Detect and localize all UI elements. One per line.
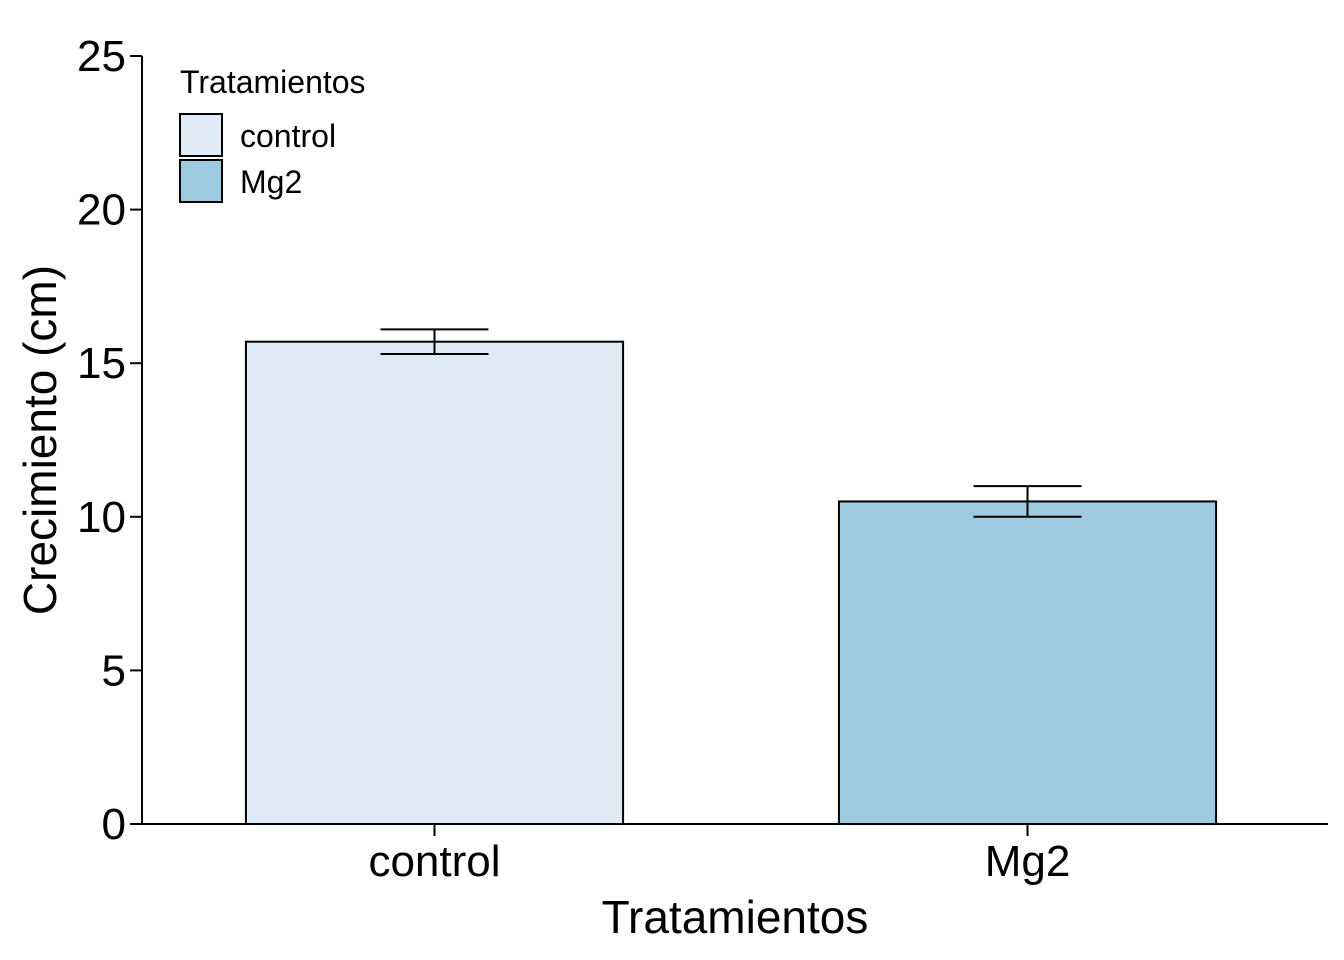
error-bars xyxy=(380,328,1082,518)
error-bar-mg2 xyxy=(973,485,1082,518)
y-tick-label: 0 xyxy=(102,800,126,849)
y-axis-ticks: 0 5 10 15 20 25 xyxy=(77,32,142,849)
bar-mg2 xyxy=(837,500,1218,825)
y-tick-label: 20 xyxy=(77,186,126,235)
bars xyxy=(244,340,1218,825)
y-axis-title: Crecimiento (cm) xyxy=(14,265,66,615)
legend: Tratamientos control Mg2 xyxy=(179,64,366,203)
y-tick-label: 15 xyxy=(77,339,126,388)
bar-control xyxy=(244,340,625,825)
x-tick-label: Mg2 xyxy=(985,837,1071,886)
legend-key-mg2 xyxy=(179,159,223,203)
x-tick-label: control xyxy=(368,837,500,886)
error-bar-control xyxy=(380,328,489,355)
y-tick-label: 25 xyxy=(77,32,126,81)
x-axis-ticks: control Mg2 xyxy=(368,824,1070,886)
legend-key-control xyxy=(179,113,223,157)
x-axis-title: Tratamientos xyxy=(602,891,869,943)
y-tick-label: 10 xyxy=(77,493,126,542)
legend-title: Tratamientos xyxy=(180,64,366,100)
legend-label-mg2: Mg2 xyxy=(240,164,302,200)
legend-label-control: control xyxy=(240,118,336,154)
y-tick-label: 5 xyxy=(102,646,126,695)
